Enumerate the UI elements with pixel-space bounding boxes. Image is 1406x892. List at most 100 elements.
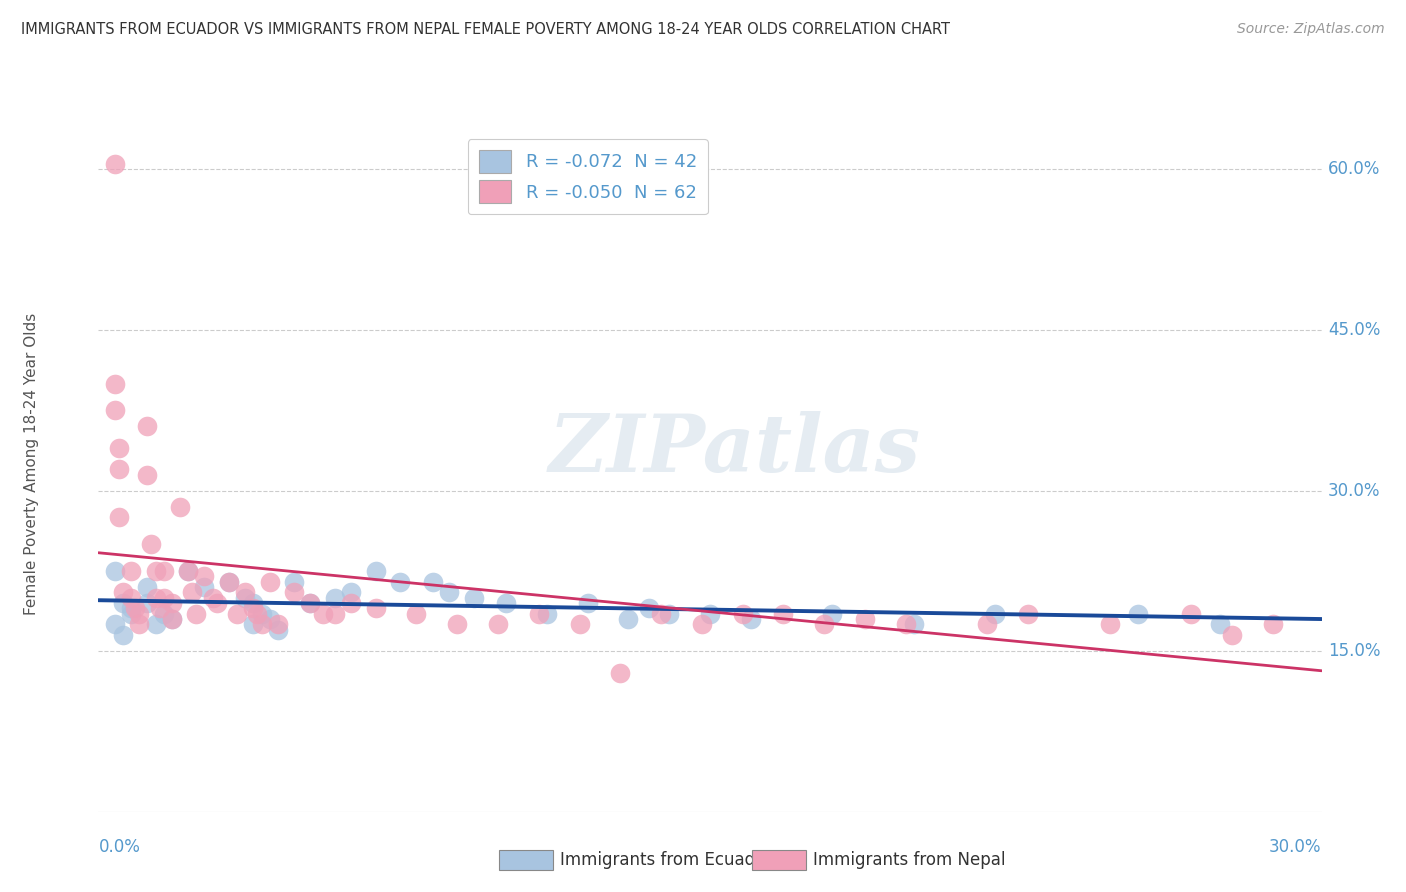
Text: 45.0%: 45.0% bbox=[1327, 321, 1381, 339]
Point bbox=[152, 607, 174, 621]
Point bbox=[242, 617, 264, 632]
Point bbox=[894, 617, 917, 632]
Text: IMMIGRANTS FROM ECUADOR VS IMMIGRANTS FROM NEPAL FEMALE POVERTY AMONG 18-24 YEAR: IMMIGRANTS FROM ECUADOR VS IMMIGRANTS FR… bbox=[21, 22, 950, 37]
Point bbox=[152, 591, 174, 605]
Point bbox=[242, 596, 264, 610]
Point bbox=[740, 612, 762, 626]
Point bbox=[149, 601, 172, 615]
Point bbox=[120, 607, 142, 621]
Point bbox=[259, 612, 281, 626]
Point bbox=[141, 537, 163, 551]
Point bbox=[267, 617, 290, 632]
Point bbox=[136, 596, 159, 610]
Point bbox=[568, 617, 591, 632]
Text: Female Poverty Among 18-24 Year Olds: Female Poverty Among 18-24 Year Olds bbox=[24, 313, 38, 615]
Point bbox=[104, 564, 127, 578]
Point bbox=[111, 596, 134, 610]
Point bbox=[976, 617, 998, 632]
Text: 60.0%: 60.0% bbox=[1327, 161, 1381, 178]
Point bbox=[145, 564, 167, 578]
Point bbox=[576, 596, 599, 610]
Point bbox=[108, 510, 131, 524]
Point bbox=[111, 585, 134, 599]
Point bbox=[136, 419, 159, 434]
Point bbox=[486, 617, 509, 632]
Text: 15.0%: 15.0% bbox=[1327, 642, 1381, 660]
Point bbox=[111, 628, 134, 642]
Point bbox=[984, 607, 1007, 621]
Text: ZIPatlas: ZIPatlas bbox=[548, 411, 921, 489]
Point bbox=[160, 596, 183, 610]
Point bbox=[250, 617, 273, 632]
Point bbox=[250, 607, 273, 621]
Point bbox=[1209, 617, 1232, 632]
Point bbox=[124, 601, 146, 615]
Point bbox=[323, 607, 346, 621]
Point bbox=[283, 574, 305, 589]
Point bbox=[136, 580, 159, 594]
Point bbox=[193, 580, 215, 594]
Point bbox=[903, 617, 925, 632]
Point bbox=[463, 591, 485, 605]
Point bbox=[690, 617, 713, 632]
Point bbox=[853, 612, 876, 626]
Point bbox=[1261, 617, 1284, 632]
Text: Immigrants from Nepal: Immigrants from Nepal bbox=[813, 851, 1005, 869]
Point bbox=[650, 607, 672, 621]
Point bbox=[177, 564, 200, 578]
Text: 30.0%: 30.0% bbox=[1270, 838, 1322, 856]
Point bbox=[364, 564, 387, 578]
Point bbox=[233, 585, 256, 599]
Point bbox=[609, 665, 631, 680]
Point bbox=[145, 617, 167, 632]
Text: Source: ZipAtlas.com: Source: ZipAtlas.com bbox=[1237, 22, 1385, 37]
Point bbox=[120, 564, 142, 578]
Point bbox=[405, 607, 427, 621]
Point bbox=[181, 585, 204, 599]
Point bbox=[699, 607, 721, 621]
Point bbox=[218, 574, 240, 589]
Point bbox=[731, 607, 754, 621]
Point bbox=[120, 601, 142, 615]
Point bbox=[1128, 607, 1150, 621]
Point bbox=[218, 574, 240, 589]
Point bbox=[495, 596, 517, 610]
Point bbox=[186, 607, 208, 621]
Point bbox=[145, 591, 167, 605]
Point bbox=[617, 612, 640, 626]
Point bbox=[658, 607, 681, 621]
Point bbox=[267, 623, 290, 637]
Point bbox=[1220, 628, 1243, 642]
Point bbox=[152, 564, 174, 578]
Point bbox=[136, 467, 159, 482]
Legend: R = -0.072  N = 42, R = -0.050  N = 62: R = -0.072 N = 42, R = -0.050 N = 62 bbox=[468, 139, 707, 214]
Text: 30.0%: 30.0% bbox=[1327, 482, 1381, 500]
Point bbox=[128, 607, 150, 621]
Point bbox=[259, 574, 281, 589]
Point bbox=[312, 607, 335, 621]
Point bbox=[422, 574, 444, 589]
Point bbox=[772, 607, 794, 621]
Point bbox=[177, 564, 200, 578]
Point bbox=[389, 574, 412, 589]
Text: 0.0%: 0.0% bbox=[98, 838, 141, 856]
Point bbox=[128, 617, 150, 632]
Point bbox=[160, 612, 183, 626]
Point bbox=[364, 601, 387, 615]
Point bbox=[340, 585, 363, 599]
Point bbox=[104, 157, 127, 171]
Point bbox=[446, 617, 468, 632]
Point bbox=[437, 585, 460, 599]
Point bbox=[226, 607, 249, 621]
Point bbox=[527, 607, 550, 621]
Text: Immigrants from Ecuador: Immigrants from Ecuador bbox=[560, 851, 772, 869]
Point bbox=[104, 376, 127, 391]
Point bbox=[104, 617, 127, 632]
Point bbox=[108, 462, 131, 476]
Point bbox=[1017, 607, 1039, 621]
Point bbox=[233, 591, 256, 605]
Point bbox=[169, 500, 191, 514]
Point bbox=[104, 403, 127, 417]
Point bbox=[637, 601, 661, 615]
Point bbox=[242, 601, 264, 615]
